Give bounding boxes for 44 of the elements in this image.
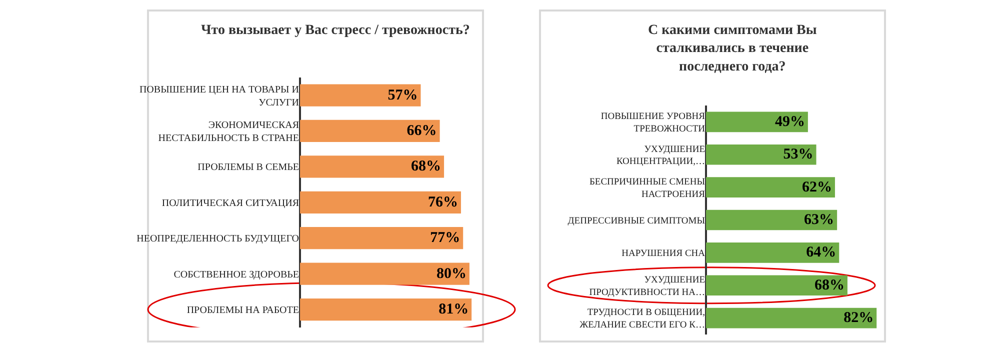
- data-label: 53%: [783, 146, 814, 163]
- data-label: 57%: [388, 87, 418, 104]
- y-tick-label: ПРОБЛЕМЫ НА РАБОТЕ: [186, 305, 299, 316]
- data-label: 77%: [430, 230, 460, 246]
- y-tick-label: НАРУШЕНИЯ СНА: [622, 249, 706, 260]
- bar: [706, 275, 848, 296]
- y-tick-label: СОБСТВЕННОЕ ЗДОРОВЬЕ: [174, 269, 299, 280]
- bar: [300, 84, 421, 106]
- data-label: 64%: [806, 244, 836, 261]
- data-label: 68%: [411, 158, 442, 175]
- bar: [300, 262, 470, 285]
- bar: [706, 177, 835, 198]
- y-tick-label: НЕОПРЕДЕЛЕННОСТЬ БУДУЩЕГО: [136, 234, 299, 245]
- y-tick-label: УХУДШЕНИЕ ПРОДУКТИВНОСТИ НА…: [589, 276, 706, 298]
- data-label: 49%: [774, 114, 805, 130]
- bar: [300, 120, 440, 142]
- y-tick-label: БЕСПРИЧИННЫЕ СМЕНЫ НАСТРОЕНИЯ: [589, 177, 706, 200]
- data-label: 62%: [802, 179, 832, 196]
- data-label: 68%: [814, 277, 844, 294]
- bar: [706, 112, 808, 132]
- bar: [706, 308, 877, 328]
- y-tick-label: ПОВЫШЕНИЕ УРОВНЯ ТРЕВОЖНОСТИ: [600, 112, 706, 134]
- bar: [706, 242, 840, 263]
- y-tick-label: ПОВЫШЕНИЕ ЦЕН НА ТОВАРЫ И УСЛУГИ: [139, 84, 299, 108]
- y-tick-label: ПОЛИТИЧЕСКАЯ СИТУАЦИЯ: [162, 198, 300, 209]
- bar: [300, 191, 461, 214]
- bar: [706, 210, 838, 230]
- data-label: 76%: [428, 194, 458, 210]
- bar: [300, 227, 464, 250]
- y-tick-label: УХУДШЕНИЕ КОНЦЕНТРАЦИИ,…: [616, 144, 706, 168]
- data-label: 63%: [804, 212, 834, 228]
- bar: [300, 298, 472, 321]
- chart-title: С какими симптомами Вы сталкивались в течение последнего года?: [648, 23, 817, 74]
- bar: [706, 144, 816, 165]
- data-label: 82%: [844, 310, 874, 326]
- chart-title: Что вызывает у Вас стресс / тревожность?: [201, 23, 470, 38]
- data-label: 80%: [436, 266, 466, 282]
- data-label: 66%: [406, 122, 437, 139]
- y-tick-label: ПРОБЛЕМЫ В СЕМЬЕ: [198, 162, 299, 174]
- y-tick-label: ЭКОНОМИЧЕСКАЯ НЕСТАБИЛЬНОСТЬ В СТРАНЕ: [158, 120, 300, 144]
- bar: [300, 156, 444, 178]
- y-tick-label: ДЕПРЕССИВНЫЕ СИМПТОМЫ: [568, 216, 705, 226]
- y-tick-label: ТРУДНОСТИ В ОБЩЕНИИ, ЖЕЛАНИЕ СВЕСТИ ЕГО К…: [580, 308, 705, 331]
- data-label: 81%: [438, 302, 469, 318]
